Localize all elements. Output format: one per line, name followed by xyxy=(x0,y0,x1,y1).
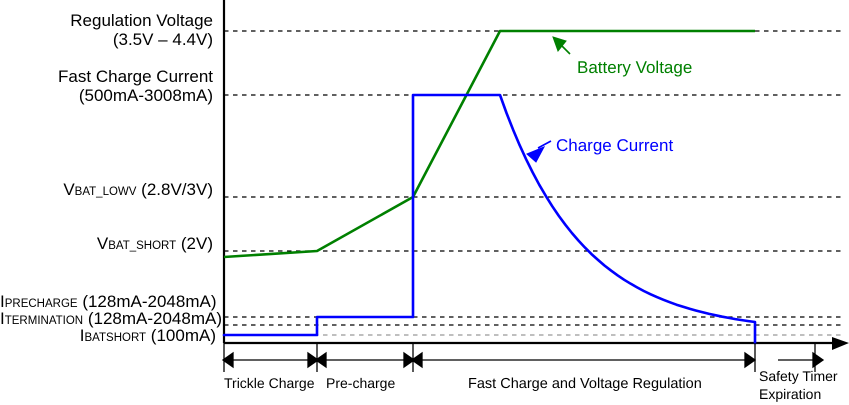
svg-text:Fast Charge and Voltage Regula: Fast Charge and Voltage Regulation xyxy=(468,376,702,392)
svg-text:Battery Voltage: Battery Voltage xyxy=(577,58,692,77)
svg-text:Safety Timer: Safety Timer xyxy=(759,368,838,384)
svg-text:Trickle Charge: Trickle Charge xyxy=(224,375,315,391)
svg-text:Pre-charge: Pre-charge xyxy=(326,375,395,391)
svg-text:Expiration: Expiration xyxy=(759,386,821,402)
svg-text:Charge Current: Charge Current xyxy=(556,136,673,155)
